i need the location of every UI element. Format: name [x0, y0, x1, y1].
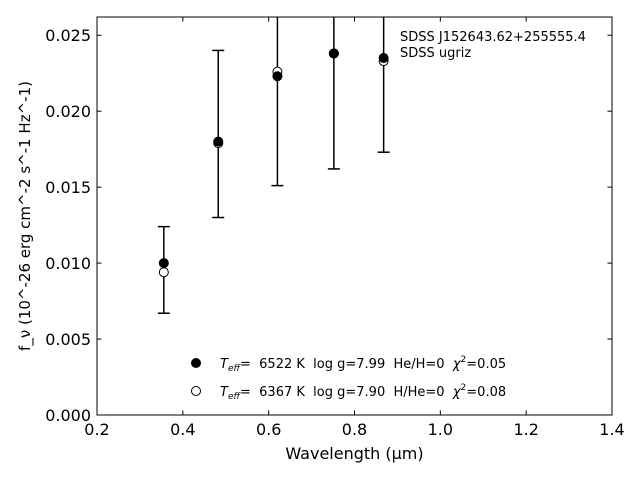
x-tick-label: 0.4: [170, 420, 195, 439]
object-name-annotation: SDSS J152643.62+255555.4: [400, 30, 586, 45]
plot-area: [96, 16, 613, 416]
x-tick-labels: 0.2 0.4 0.6 0.8 1.0 1.2 1.4: [84, 420, 624, 439]
photometry-annotation: SDSS ugriz: [400, 46, 471, 61]
y-axis-label: f_ν (10^-26 erg cm^-2 s^-1 Hz^-1): [16, 81, 35, 351]
axis-ticks: [96, 17, 613, 416]
legend-entry-2: Teff= 6367 K log g=7.90 H/He=0 χ2=0.08: [220, 383, 506, 402]
data-points: [158, 48, 389, 278]
y-tick-label: 0.015: [45, 178, 91, 197]
x-tick-label: 1.2: [513, 420, 538, 439]
y-tick-labels: 0.000 0.005 0.010 0.015 0.020 0.025: [45, 26, 91, 425]
observed-point-filled: [378, 53, 389, 64]
y-tick-label: 0.025: [45, 26, 91, 45]
observed-point-filled: [158, 258, 169, 269]
x-tick-label: 1.0: [428, 420, 453, 439]
y-tick-label: 0.010: [45, 254, 91, 273]
y-tick-label: 0.000: [45, 406, 91, 425]
legend-marker-open: [191, 386, 201, 396]
observed-point-filled: [272, 71, 283, 82]
model-point-open: [158, 267, 169, 278]
legend-entry-1: Teff= 6522 K log g=7.99 He/H=0 χ2=0.05: [220, 355, 506, 374]
legend: Teff= 6522 K log g=7.99 He/H=0 χ2=0.05 T…: [191, 355, 506, 402]
x-tick-label: 0.8: [342, 420, 367, 439]
x-tick-label: 1.4: [599, 420, 624, 439]
observed-point-filled: [213, 136, 224, 147]
y-tick-label: 0.005: [45, 330, 91, 349]
x-axis-label: Wavelength (μm): [285, 444, 423, 463]
legend-marker-filled: [191, 358, 201, 368]
x-tick-label: 0.6: [256, 420, 281, 439]
x-tick-label: 0.2: [84, 420, 109, 439]
observed-point-filled: [328, 48, 339, 59]
y-tick-label: 0.020: [45, 102, 91, 121]
